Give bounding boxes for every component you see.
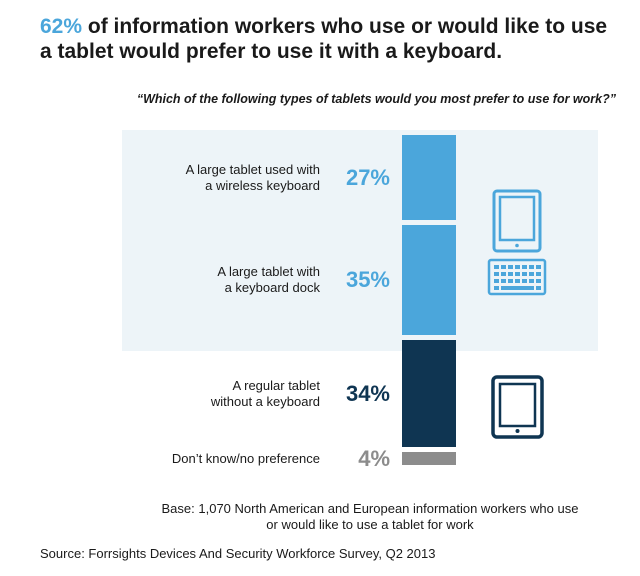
category-label-4-line-1: Don’t know/no preference [171,450,320,466]
category-label-2-line-1: A large tablet with [217,264,320,280]
bar-segment-3 [402,340,456,448]
category-label-1-line-2: a wireless keyboard [205,177,320,193]
source-note: Source: Forrsights Devices And Security … [40,546,436,561]
category-label-3-line-2: without a keyboard [210,393,320,409]
category-label-3: A regular tablet without a keyboard [100,378,320,410]
headline: 62% of information workers who use or wo… [40,14,610,64]
headline-highlight: 62% [40,15,83,38]
value-label-1: 27% [345,164,390,190]
survey-question: “Which of the following types of tablets… [136,92,616,106]
bar-segment-2 [402,225,456,336]
category-label-2: A large tablet with a keyboard dock [100,264,320,296]
value-label-3: 34% [345,380,390,406]
bar-segment-4 [402,452,456,465]
category-label-1-line-1: A large tablet used with [185,161,320,177]
category-label-1: A large tablet used with a wireless keybo… [100,162,320,194]
value-label-2: 35% [345,267,390,293]
tablet-with-keyboard-icon [487,189,547,296]
category-label-3-line-1: A regular tablet [232,377,320,393]
base-note-line-2: or would like to use a tablet for work [266,517,474,532]
category-label-2-line-2: a keyboard dock [224,280,320,296]
value-label-4: 4% [358,445,390,471]
base-note: Base: 1,070 North American and European … [100,501,640,533]
base-note-line-1: Base: 1,070 North American and European … [161,501,579,516]
category-label-4: Don’t know/no preference [100,451,320,467]
tablet-icon [491,375,544,439]
bar-segment-1 [402,135,456,221]
headline-text: of information workers who use or would … [40,15,608,63]
